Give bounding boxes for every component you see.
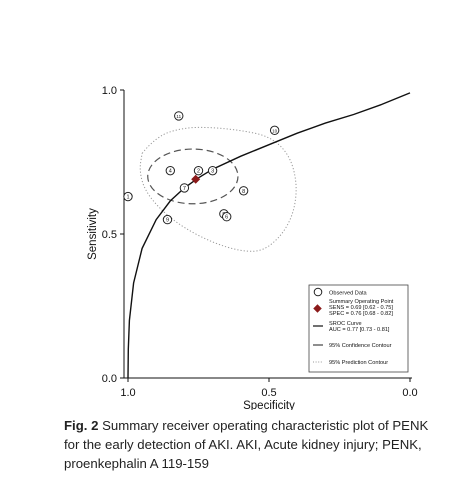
x-tick-label-0: 1.0 — [120, 387, 135, 399]
legend-summary-marker — [313, 304, 322, 313]
study-point-label-2: 2 — [197, 169, 200, 175]
study-point-label-10: 10 — [272, 128, 278, 133]
y-tick-label-2: 1.0 — [102, 85, 117, 97]
legend-sroc-label: SROC Curve — [329, 321, 362, 327]
study-point-3 — [207, 165, 218, 176]
study-point-label-7: 7 — [183, 186, 186, 192]
legend-summary-sens: SENS = 0.69 [0.62 - 0.75] — [329, 305, 393, 311]
confidence-contour — [147, 148, 239, 205]
study-point-10 — [269, 125, 280, 136]
prediction-contour — [139, 126, 297, 252]
caption-label: Fig. 2 — [64, 418, 99, 433]
legend-box — [308, 284, 409, 373]
study-point-8 — [238, 186, 249, 196]
study-point-label-1: 1 — [126, 195, 129, 201]
sroc-curve — [127, 92, 411, 379]
observed-points: 1234567891011 — [123, 111, 280, 225]
study-point-label-6: 6 — [225, 215, 228, 221]
legend-prediction-label: 95% Prediction Contour — [329, 360, 388, 366]
summary-operating-point — [191, 174, 201, 184]
y-tick-label-1: 0.5 — [102, 229, 117, 241]
legend-confidence-label: 95% Confidence Contour — [329, 343, 392, 349]
x-tick-label-2: 0.0 — [402, 387, 417, 399]
y-axis-title: Sensitivity — [87, 208, 99, 260]
y-tick-label-0: 0.0 — [102, 373, 117, 385]
caption-text: Summary receiver operating characteristi… — [64, 418, 429, 471]
study-point-2 — [193, 165, 204, 176]
study-point-7 — [179, 183, 190, 193]
study-point-label-8: 8 — [242, 189, 245, 195]
study-point-label-4: 4 — [169, 169, 172, 175]
study-point-11 — [174, 111, 184, 121]
legend-sroc-auc: AUC = 0.77 [0.73 - 0.81] — [329, 327, 390, 333]
legend-summary-label: Summary Operating Point — [329, 299, 394, 305]
study-point-4 — [165, 165, 176, 176]
study-point-label-11: 11 — [176, 114, 181, 119]
sroc-plot: 0.0 0.5 1.0 1.0 0.5 0.0 Specificity Sens… — [87, 85, 418, 410]
legend-observed-label: Observed Data — [329, 291, 368, 297]
legend-summary-spec: SPEC = 0.76 [0.68 - 0.82] — [329, 311, 393, 317]
x-tick-label-1: 0.5 — [261, 387, 276, 399]
study-point-1 — [123, 191, 133, 202]
study-point-label-9: 9 — [166, 218, 169, 224]
legend-observed-marker — [313, 287, 323, 297]
legend: Observed Data Summary Operating Point SE… — [308, 284, 409, 373]
study-point-9 — [162, 214, 173, 225]
study-point-6 — [222, 212, 232, 222]
figure-caption: Fig. 2 Summary receiver operating charac… — [64, 416, 436, 473]
study-point-label-3: 3 — [211, 169, 214, 175]
x-axis-title: Specificity — [243, 400, 295, 410]
